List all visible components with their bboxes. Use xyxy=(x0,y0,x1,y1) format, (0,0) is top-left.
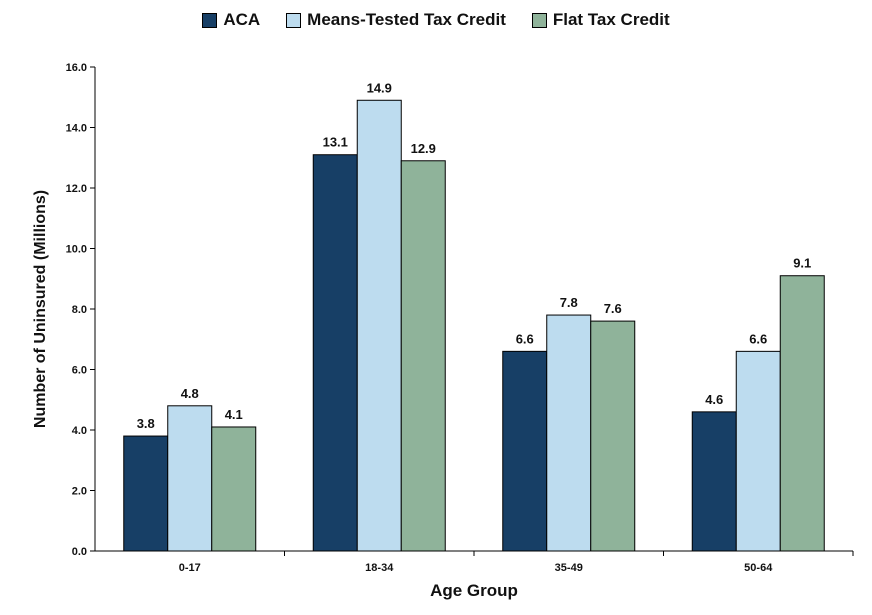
y-tick-label: 0.0 xyxy=(72,546,87,558)
bars xyxy=(123,99,825,552)
y-tick-label: 2.0 xyxy=(72,486,87,498)
y-axis-ticks: 0.0 2.0 4.0 6.0 8.0 10.0 12.0 14.0 16.0 xyxy=(66,62,95,558)
y-tick-label: 6.0 xyxy=(72,365,87,377)
bar-means-tested-tax-credit-35-49 xyxy=(546,314,592,552)
data-label-aca-18-34: 13.1 xyxy=(323,135,348,150)
bar-aca-0-17 xyxy=(123,435,169,552)
data-label-flat-tax-credit-0-17: 4.1 xyxy=(225,407,243,422)
x-tick-label: 0-17 xyxy=(179,562,201,574)
bar-aca-35-49 xyxy=(502,350,548,552)
legend-swatch-aca xyxy=(202,12,218,28)
legend-item-aca: ACA xyxy=(202,10,260,30)
legend-swatch-flat-tax xyxy=(531,12,547,28)
data-label-aca-35-49: 6.6 xyxy=(516,331,534,346)
x-axis-ticks: 0-17 18-34 35-49 50-64 xyxy=(179,551,854,574)
legend-label-means-tested: Means-Tested Tax Credit xyxy=(307,10,506,29)
legend: ACA Means-Tested Tax Credit Flat Tax Cre… xyxy=(0,10,872,30)
data-labels: 3.8 4.8 4.1 13.1 14.9 12.9 6.6 7.8 7.6 4.6 6.6 9.1 xyxy=(137,80,812,431)
legend-item-flat-tax: Flat Tax Credit xyxy=(531,10,670,30)
legend-item-means-tested: Means-Tested Tax Credit xyxy=(286,10,506,30)
data-label-means-tested-tax-credit-50-64: 6.6 xyxy=(749,331,767,346)
y-tick-label: 14.0 xyxy=(66,123,87,135)
bar-flat-tax-credit-18-34 xyxy=(400,160,446,552)
y-tick-label: 10.0 xyxy=(66,244,87,256)
bar-aca-50-64 xyxy=(691,411,737,552)
data-label-flat-tax-credit-35-49: 7.6 xyxy=(604,301,622,316)
legend-label-aca: ACA xyxy=(223,10,261,29)
data-label-means-tested-tax-credit-35-49: 7.8 xyxy=(560,295,578,310)
y-tick-label: 12.0 xyxy=(66,183,87,195)
bar-flat-tax-credit-0-17 xyxy=(211,426,257,552)
bar-means-tested-tax-credit-50-64 xyxy=(735,350,781,552)
bar-means-tested-tax-credit-0-17 xyxy=(167,405,213,552)
data-label-means-tested-tax-credit-0-17: 4.8 xyxy=(181,386,199,401)
x-tick-label: 50-64 xyxy=(744,562,773,574)
data-label-means-tested-tax-credit-18-34: 14.9 xyxy=(367,80,392,95)
x-tick-label: 35-49 xyxy=(555,562,583,574)
y-tick-label: 4.0 xyxy=(72,425,87,437)
legend-swatch-means-tested xyxy=(286,12,302,28)
bar-means-tested-tax-credit-18-34 xyxy=(356,99,402,552)
x-tick-label: 18-34 xyxy=(365,562,394,574)
y-axis-title: Number of Uninsured (Millions) xyxy=(32,190,49,428)
data-label-flat-tax-credit-50-64: 9.1 xyxy=(793,256,811,271)
data-label-aca-0-17: 3.8 xyxy=(137,416,155,431)
y-tick-label: 8.0 xyxy=(72,304,87,316)
bar-aca-18-34 xyxy=(312,154,358,552)
legend-label-flat-tax: Flat Tax Credit xyxy=(552,10,670,29)
data-label-aca-50-64: 4.6 xyxy=(705,392,723,407)
bar-flat-tax-credit-50-64 xyxy=(779,275,825,552)
x-axis-title: Age Group xyxy=(430,581,518,600)
bar-flat-tax-credit-35-49 xyxy=(590,320,636,552)
y-tick-label: 16.0 xyxy=(66,62,87,74)
data-label-flat-tax-credit-18-34: 12.9 xyxy=(411,141,436,156)
